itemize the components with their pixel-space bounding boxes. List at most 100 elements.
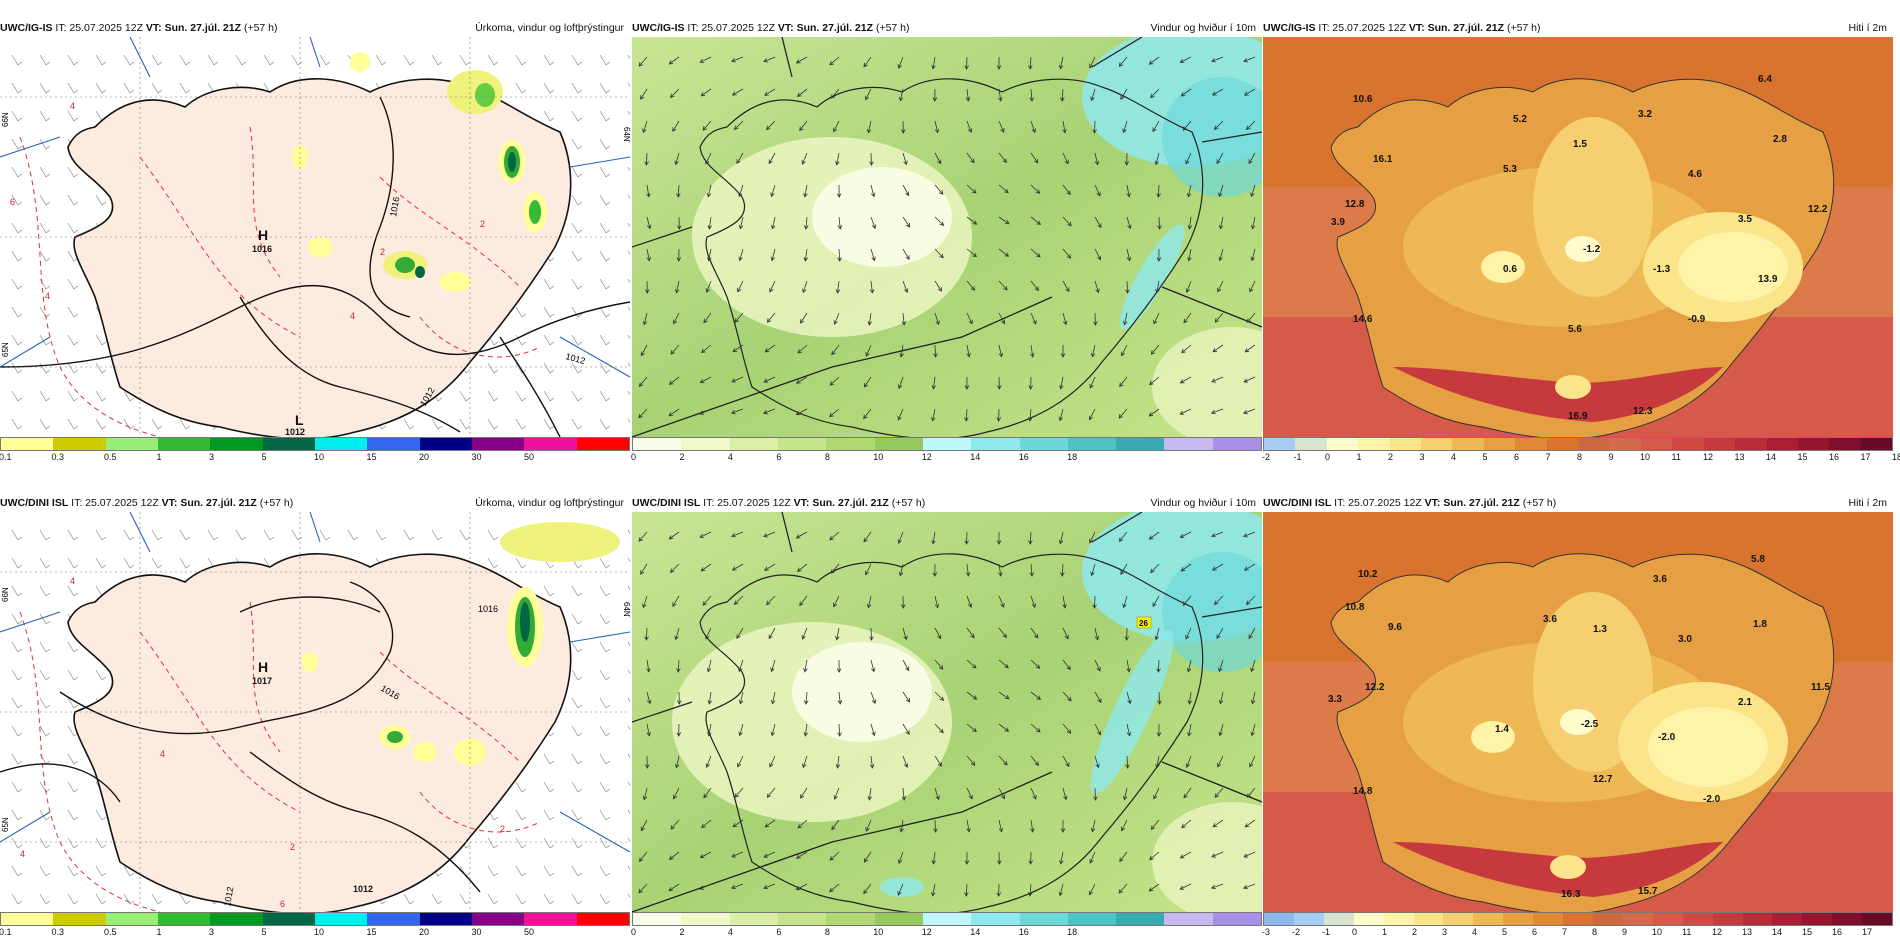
wind-barb (67, 82, 79, 94)
wind-barb (487, 557, 499, 569)
wind-arrow (934, 755, 942, 767)
wind-arrow (1029, 563, 1035, 577)
colorbar-segment (314, 438, 368, 450)
model-name: UWC/DINI ISL (632, 497, 701, 509)
wind-arrow (1058, 56, 1064, 70)
colorbar-tick-label: 14 (970, 927, 981, 937)
wind-barb (39, 138, 51, 150)
wind-arrow (1157, 216, 1162, 230)
temperature-value-label: 11.5 (1811, 682, 1830, 693)
colorbar-tick-label: 9 (1622, 927, 1628, 937)
wind-arrow (803, 659, 808, 673)
wind-arrow (706, 659, 712, 673)
wind-arrow (1217, 755, 1224, 768)
colorbar-segment (1443, 913, 1474, 925)
wind-barb (95, 418, 107, 430)
wind-arrow (869, 280, 875, 294)
wind-barb (459, 54, 471, 66)
wind-arrow (668, 56, 680, 65)
wind-arrow (1120, 88, 1128, 101)
wind-barb (11, 278, 23, 290)
wind-arrow (646, 659, 651, 673)
precip-colorbar-labels: 0.1 0.3 0.5 1 3 5 10 15 20 30 50 (0, 926, 630, 938)
high-pressure-letter: H (258, 659, 268, 675)
wind-barb (95, 334, 107, 346)
wind-arrow (670, 819, 680, 830)
temperature-value-label: 3.5 (1738, 214, 1752, 225)
wind-arrow (668, 376, 680, 385)
colorbar-segment (419, 913, 472, 925)
wind-barb (95, 893, 107, 905)
low-pressure-value: 1012 (285, 427, 305, 437)
isobar-label: 1016 (388, 196, 401, 217)
wind-arrow (998, 723, 1010, 732)
wind-arrow (869, 627, 874, 641)
colorbar-tick-label: 18 (1892, 452, 1900, 462)
wind-arrow (1250, 659, 1256, 673)
wind-arrow (998, 88, 1003, 102)
wind-barb (11, 250, 23, 262)
wind-barb (543, 893, 555, 905)
wind-arrow (1062, 787, 1068, 801)
wind-arrow (835, 755, 841, 769)
wind-barb (599, 753, 611, 765)
wind-arrow (700, 88, 712, 97)
colorbar-tick-label: 12 (921, 927, 932, 937)
wind-colorbar-labels: 0 2 4 6 8 10 12 14 16 18 (631, 451, 1262, 463)
temperature-value-label: 1.8 (1753, 619, 1767, 630)
wind-arrow (763, 851, 776, 858)
wind-barb (599, 418, 611, 430)
wind-barb (487, 362, 499, 374)
wind-arrow (731, 563, 744, 571)
wind-barb (11, 837, 23, 849)
wind-arrow (1181, 819, 1192, 829)
wind-arrow (699, 376, 712, 384)
colorbar-tick-label: 11 (1671, 452, 1681, 462)
wind-arrow (1126, 723, 1132, 737)
wind-barb (151, 418, 163, 430)
wind-arrow (998, 659, 1009, 669)
wind-arrow (897, 851, 904, 865)
wind-arrow (707, 691, 713, 705)
wind-barb (543, 110, 555, 122)
wind-barb (123, 893, 135, 905)
wind-arrow (803, 691, 809, 705)
wind-arrow (764, 563, 776, 571)
colorbar-segment (1067, 438, 1117, 450)
wind-barb (67, 641, 79, 653)
wind-arrow (829, 56, 840, 66)
colorbar-segment (1546, 438, 1579, 450)
colorbar-tick-label: 4 (727, 927, 733, 937)
wind-barb (459, 418, 471, 430)
wind-arrow (644, 755, 650, 769)
high-pressure-letter: H (258, 227, 268, 243)
panel-header: UWC/DINI ISL IT: 25.07.2025 12Z VT: Sun.… (0, 495, 630, 511)
wind-arrow (829, 883, 840, 893)
wind-arrow (931, 531, 936, 545)
wind-arrow (934, 248, 944, 259)
panel-header: UWC/IG-IS IT: 25.07.2025 12Z VT: Sun. 27… (632, 20, 1262, 36)
wind-barb (11, 334, 23, 346)
wind-arrow (1218, 691, 1224, 705)
wind-arrow (1094, 627, 1100, 641)
wind-arrow (1030, 723, 1041, 733)
wind-arrow (835, 152, 840, 166)
wind-arrow (1094, 691, 1102, 704)
wind-arrow (700, 563, 712, 572)
wind-arrow (1156, 659, 1161, 673)
colorbar-segment (262, 438, 315, 450)
wind-barb (571, 837, 583, 849)
wind-barb (39, 725, 51, 737)
wind-arrow (1155, 755, 1160, 769)
wind-barb (151, 54, 163, 66)
wind-arrow (863, 883, 872, 895)
wind-barb (67, 278, 79, 290)
temperature-value-label: 5.8 (1751, 554, 1765, 565)
lat-label: 65N (1, 817, 10, 832)
colorbar-segment (1797, 438, 1830, 450)
panel-temp-row2: UWC/DINI ISL IT: 25.07.2025 12Z VT: Sun.… (1262, 495, 1893, 937)
wind-barb (599, 166, 611, 178)
wind-arrow (831, 819, 840, 831)
wind-arrow (902, 755, 909, 768)
valid-time: VT: Sun. 27.júl. 21Z (145, 22, 242, 34)
